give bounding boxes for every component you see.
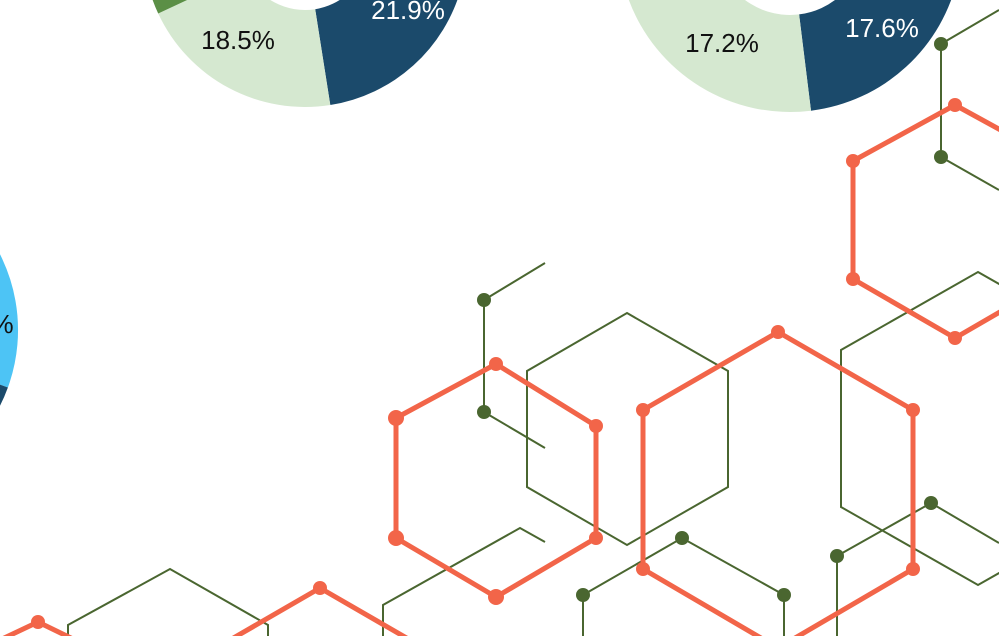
segment-label: 17.6% bbox=[845, 13, 919, 43]
highlight-dots bbox=[31, 98, 962, 629]
connector bbox=[583, 538, 784, 636]
page: 18.5% 21.9% 17.2% 17.6% % (() => { const… bbox=[0, 0, 999, 636]
donut-segment bbox=[0, 222, 18, 388]
hexagon-outline bbox=[68, 569, 268, 636]
connector bbox=[484, 263, 545, 448]
segment-label: 17.2% bbox=[685, 28, 759, 58]
hexagon-highlight bbox=[643, 332, 913, 636]
hexagon-outline bbox=[527, 313, 728, 545]
segment-label: 18.5% bbox=[201, 25, 275, 55]
infographic: 18.5% 21.9% 17.2% 17.6% % bbox=[0, 0, 999, 636]
hexagon-highlight bbox=[853, 105, 999, 338]
segment-label: 21.9% bbox=[371, 0, 445, 25]
segment-label: % bbox=[0, 309, 14, 339]
connector-dots bbox=[477, 37, 948, 602]
hexagon-highlight bbox=[396, 364, 596, 597]
connector bbox=[941, 10, 999, 190]
donuts bbox=[0, 0, 958, 449]
hexagon-decoration bbox=[0, 10, 999, 636]
